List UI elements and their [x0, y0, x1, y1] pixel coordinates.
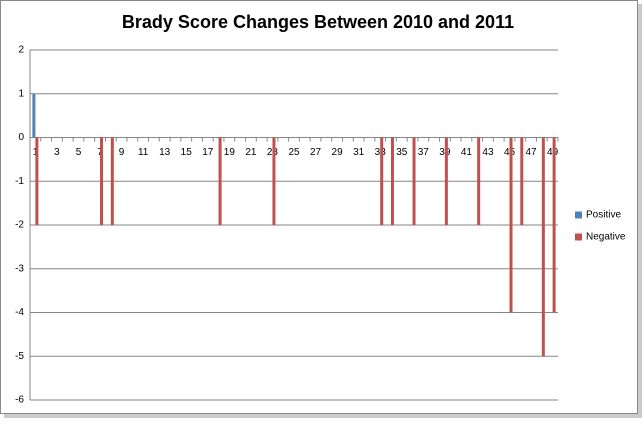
x-tick-label: 11	[138, 147, 149, 158]
bar	[412, 137, 416, 225]
y-tick-label: 2	[18, 45, 24, 56]
x-tick-label: 25	[288, 147, 300, 158]
x-tick-label: 47	[525, 147, 537, 158]
bar	[444, 137, 448, 225]
x-tick-label: 27	[310, 147, 322, 158]
legend-swatch	[575, 233, 582, 241]
x-tick-label: 9	[119, 147, 125, 158]
legend-label: Positive	[586, 210, 621, 221]
x-tick-label: 19	[224, 147, 236, 158]
shadow	[4, 414, 640, 418]
x-tick-label: 37	[418, 147, 430, 158]
bar	[380, 137, 384, 225]
bar	[110, 137, 114, 225]
x-tick-label: 29	[332, 147, 344, 158]
x-tick-label: 35	[396, 147, 408, 158]
x-tick-label: 5	[76, 147, 82, 158]
y-tick-label: -3	[15, 263, 24, 274]
x-tick-label: 13	[159, 147, 171, 158]
x-tick-label: 17	[202, 147, 214, 158]
x-tick-label: 43	[482, 147, 494, 158]
y-tick-label: -4	[15, 307, 24, 318]
legend-label: Negative	[586, 232, 626, 243]
bar	[552, 137, 556, 313]
x-tick-label: 31	[353, 147, 365, 158]
chart-border	[0, 0, 638, 414]
legend-swatch	[575, 211, 582, 219]
bar	[32, 93, 36, 138]
bar	[100, 137, 104, 225]
x-tick-label: 21	[245, 147, 257, 158]
y-tick-label: 0	[18, 132, 24, 143]
bar	[272, 137, 276, 225]
shadow	[638, 4, 642, 418]
chart-title: Brady Score Changes Between 2010 and 201…	[122, 12, 514, 32]
bar	[35, 137, 39, 225]
x-tick-label: 3	[54, 147, 60, 158]
y-tick-label: -5	[15, 351, 24, 362]
bar	[218, 137, 222, 225]
bar	[390, 137, 394, 225]
bar	[477, 137, 481, 225]
x-tick-label: 41	[461, 147, 473, 158]
bar	[520, 137, 524, 225]
x-tick-label: 15	[181, 147, 193, 158]
y-tick-label: 1	[18, 88, 24, 99]
bar	[509, 137, 513, 313]
y-tick-label: -1	[15, 176, 24, 187]
bar	[541, 137, 545, 357]
y-tick-label: -2	[15, 220, 24, 231]
y-tick-label: -6	[15, 395, 24, 406]
